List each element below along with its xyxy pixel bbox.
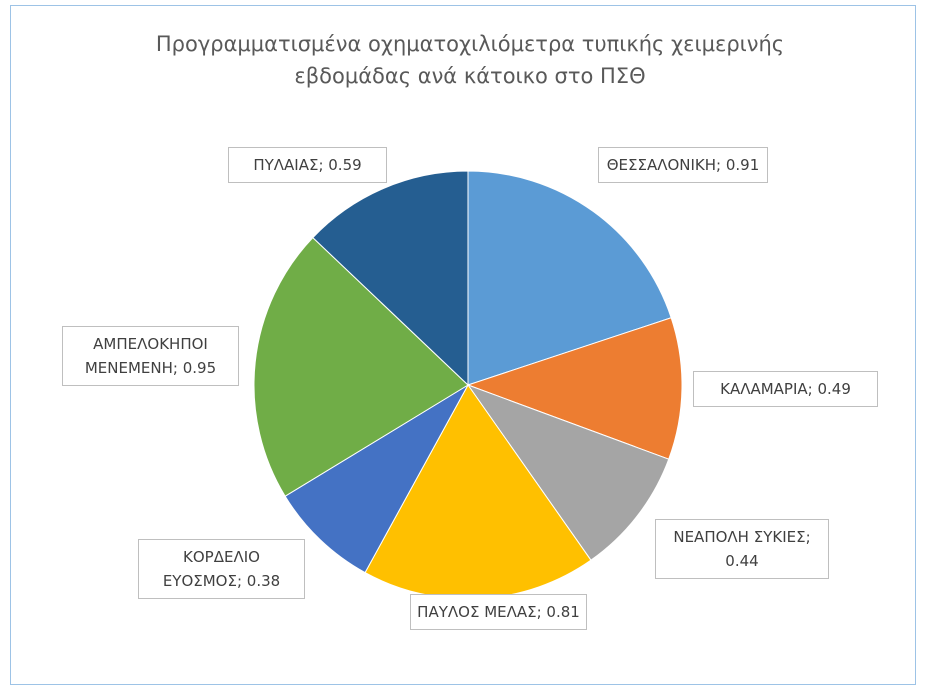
data-label: ΠΥΛΑΙΑΣ; 0.59 [228, 147, 387, 183]
pie-slice [467, 170, 672, 386]
pie-slice [284, 383, 470, 574]
data-label: ΘΕΣΣΑΛΟΝΙΚΗ; 0.91 [598, 147, 768, 183]
data-label: ΝΕΑΠΟΛΗ ΣΥΚΙΕΣ; 0.44 [655, 519, 829, 579]
pie-slice [466, 383, 670, 561]
pie-slice [466, 317, 683, 460]
data-label: ΠΑΥΛΟΣ ΜΕΛΑΣ; 0.81 [410, 594, 587, 630]
data-label: ΑΜΠΕΛΟΚΗΠΟΙ ΜΕΝΕΜΕΝΗ; 0.95 [62, 326, 239, 386]
pie-slice [312, 170, 469, 387]
data-label: ΚΟΡΔΕΛΙΟ ΕΥΟΣΜΟΣ; 0.38 [138, 539, 305, 599]
data-label: ΚΑΛΑΜΑΡΙΑ; 0.49 [693, 371, 878, 407]
chart-title: Προγραμματισμένα οχηματοχιλιόμετρα τυπικ… [155, 32, 785, 88]
pie-slice [253, 236, 469, 497]
